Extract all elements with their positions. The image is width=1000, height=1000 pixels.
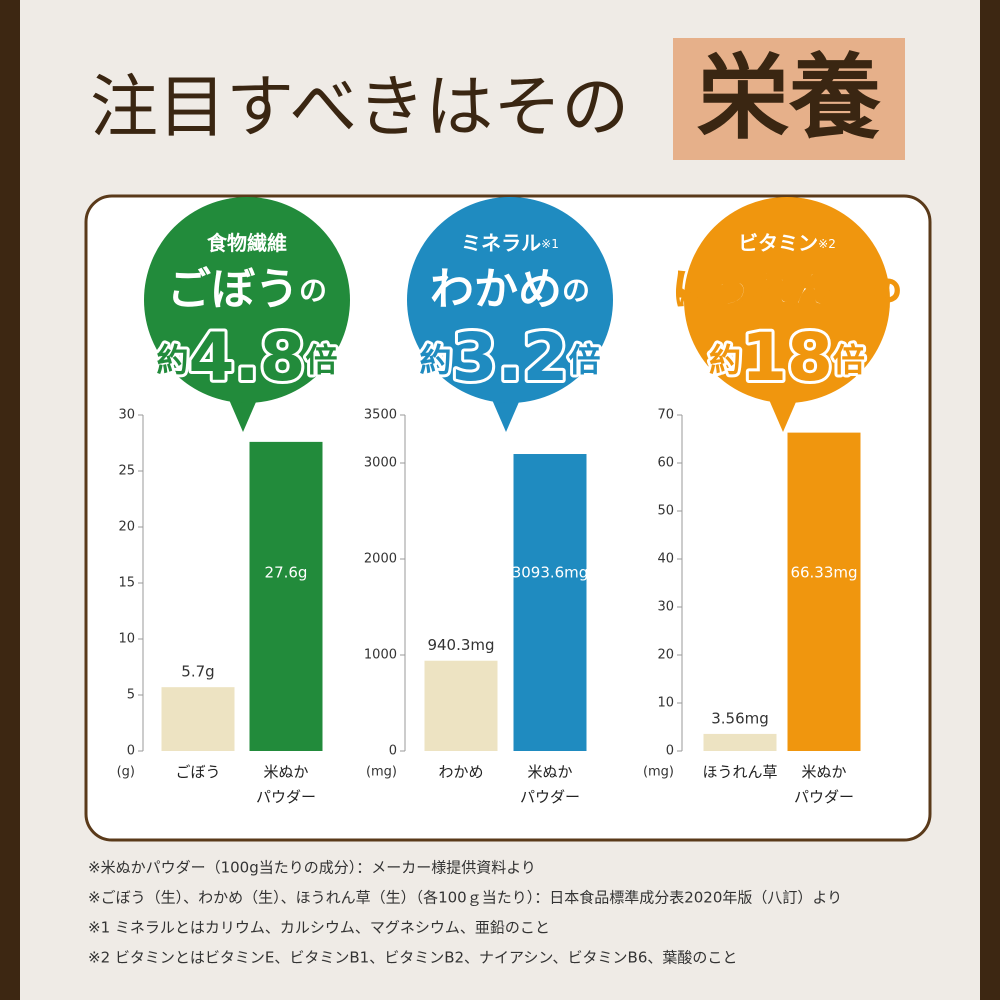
badge-label: ミネラル※1 — [461, 231, 559, 255]
y-tick-label: 0 — [666, 744, 674, 759]
y-tick-label: 0 — [389, 744, 397, 759]
bar — [424, 660, 498, 751]
badge-ratio-value: 4.8 — [189, 319, 306, 396]
badge-label: ビタミン※2 — [738, 231, 836, 255]
x-tick-label: 米ぬかパウダー — [794, 763, 854, 806]
y-tick-label: 40 — [657, 552, 674, 567]
y-tick-label: 3500 — [364, 408, 397, 423]
line: パウダー — [794, 788, 854, 806]
x-tick-label: 米ぬかパウダー — [520, 763, 580, 806]
line: 米ぬか — [527, 763, 572, 781]
line: パウダー — [520, 788, 580, 806]
badge-shape — [767, 395, 799, 432]
x-tick-label: わかめ — [438, 763, 483, 781]
y-tick-label: 60 — [657, 456, 674, 471]
badge-particle: の — [299, 274, 327, 307]
y-tick-label: 0 — [127, 744, 135, 759]
y-tick-label: 3000 — [364, 456, 397, 471]
badge-note: ※2 — [818, 237, 836, 251]
line: 米ぬか — [801, 763, 846, 781]
badge-ratio: 約4.8倍 — [157, 319, 338, 396]
right-border — [980, 0, 1000, 1000]
badge-label-text: ビタミン — [738, 231, 818, 255]
badge-suffix: 倍 — [568, 341, 600, 379]
line: ほうれん草 — [702, 763, 777, 781]
badge-suffix: 倍 — [305, 341, 337, 379]
footnote: ※2 ビタミンとはビタミンE、ビタミンB1、ビタミンB2、ナイアシン、ビタミンB… — [88, 949, 737, 967]
x-tick-label: 米ぬかパウダー — [256, 763, 316, 806]
badge-label-text: ミネラル — [461, 231, 541, 255]
value-label: 66.33mg — [790, 564, 857, 582]
badge-label-text: 食物繊維 — [207, 231, 287, 255]
x-tick-label: ほうれん草 — [702, 763, 777, 781]
y-tick-label: 30 — [657, 600, 674, 615]
highlight-box — [673, 38, 905, 160]
badge-shape — [490, 395, 522, 432]
footnote: ※ごぼう（生）、わかめ（生）、ほうれん草（生）（各100ｇ当たり）：日本食品標準… — [88, 889, 842, 907]
x-tick-label: ごぼう — [175, 763, 220, 781]
bar — [249, 441, 323, 751]
y-tick-label: 20 — [118, 520, 135, 535]
line: 米ぬか — [263, 763, 308, 781]
badge-note: ※1 — [541, 237, 559, 251]
badge-subject-text: ほうれん草 — [673, 267, 873, 313]
badge-prefix: 約 — [157, 341, 189, 379]
title-highlight: 栄養 — [697, 44, 881, 151]
badge-suffix: 倍 — [833, 341, 865, 379]
badge-subject-text: わかめ — [430, 264, 562, 315]
badge-shape — [684, 197, 890, 403]
badge-ratio: 約18倍 — [709, 319, 865, 396]
left-border — [0, 0, 20, 1000]
badge-shape — [227, 395, 259, 432]
y-tick-label: 5 — [127, 688, 135, 703]
unit-label: (mg) — [643, 765, 674, 780]
value-label: 5.7g — [181, 663, 214, 681]
badge-subject-text: ごぼう — [167, 264, 299, 315]
badge-subject: ごぼうの — [167, 264, 327, 315]
y-tick-label: 10 — [657, 696, 674, 711]
line: ごぼう — [175, 763, 220, 781]
value-label: 3093.6mg — [512, 564, 589, 582]
y-tick-label: 30 — [118, 408, 135, 423]
value-label: 27.6g — [265, 564, 308, 582]
bar — [513, 454, 587, 751]
value-label: 3.56mg — [711, 709, 769, 727]
line: パウダー — [256, 788, 316, 806]
badge-particle: の — [873, 274, 901, 307]
y-tick-label: 20 — [657, 648, 674, 663]
value-label: 940.3mg — [427, 636, 494, 654]
badge-label: 食物繊維 — [207, 231, 287, 255]
badge-ratio-value: 3.2 — [452, 319, 569, 396]
line: わかめ — [438, 763, 483, 781]
badge-subject: ほうれん草の — [673, 267, 901, 313]
badge-prefix: 約 — [420, 341, 452, 379]
badge-ratio: 約3.2倍 — [420, 319, 601, 396]
bar — [787, 432, 861, 751]
badge-shape — [144, 197, 350, 403]
badge-subject: わかめの — [430, 264, 590, 315]
unit-label: (mg) — [366, 765, 397, 780]
badge-ratio-value: 18 — [741, 319, 833, 396]
badge-prefix: 約 — [709, 341, 741, 379]
y-tick-label: 25 — [118, 464, 135, 479]
footnote: ※米ぬかパウダー（100g当たりの成分）：メーカー様提供資料より — [88, 859, 536, 877]
footnote: ※1 ミネラルとはカリウム、カルシウム、マグネシウム、亜鉛のこと — [88, 919, 550, 937]
title: 注目すべきはその — [90, 69, 629, 148]
bar — [161, 687, 235, 751]
badge-particle: の — [562, 274, 590, 307]
y-tick-label: 50 — [657, 504, 674, 519]
y-tick-label: 2000 — [364, 552, 397, 567]
y-tick-label: 10 — [118, 632, 135, 647]
y-tick-label: 1000 — [364, 648, 397, 663]
unit-label: (g) — [117, 765, 135, 780]
y-tick-label: 15 — [118, 576, 135, 591]
badge-shape — [407, 197, 613, 403]
y-tick-label: 70 — [657, 408, 674, 423]
bar — [703, 733, 777, 751]
